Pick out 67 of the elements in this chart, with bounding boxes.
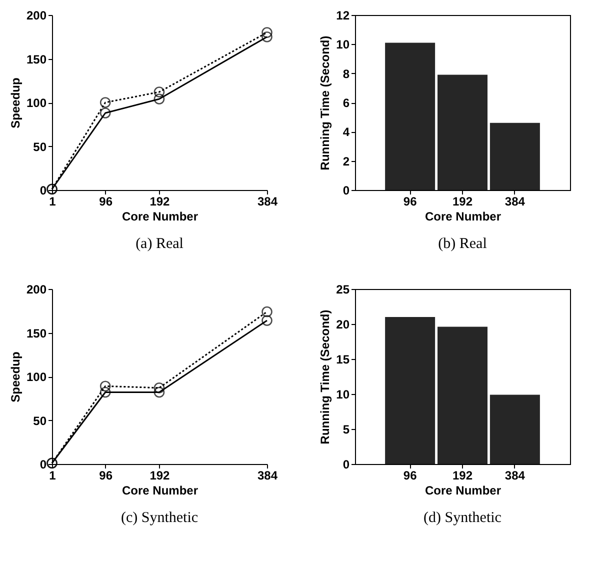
y-axis-title: Speedup bbox=[8, 78, 22, 128]
x-tick-label: 192 bbox=[452, 468, 473, 482]
y-tick-label: 0 bbox=[342, 184, 350, 198]
bar bbox=[385, 42, 436, 190]
y-tick-label: 10 bbox=[336, 38, 350, 52]
point bbox=[100, 386, 111, 398]
y-tick-label: 0 bbox=[40, 184, 47, 198]
x-axis-title: Core Number bbox=[122, 484, 198, 498]
point bbox=[100, 97, 111, 108]
point bbox=[154, 86, 165, 98]
y-tick-label: 12 bbox=[336, 8, 350, 22]
x-tick-label: 1 bbox=[49, 468, 56, 482]
bar bbox=[438, 326, 488, 464]
y-tick-label: 4 bbox=[342, 125, 350, 140]
point bbox=[262, 27, 272, 38]
x-tick-label: 384 bbox=[504, 194, 526, 208]
point bbox=[100, 108, 111, 118]
x-tick-label: 96 bbox=[403, 468, 418, 482]
x-tick-label: 384 bbox=[257, 468, 278, 482]
y-tick-label: 100 bbox=[26, 370, 47, 384]
y-tick-label: 200 bbox=[26, 282, 47, 296]
y-tick-label: 25 bbox=[336, 282, 350, 296]
x-axis-title: Core Number bbox=[122, 210, 198, 224]
y-tick-label: 5 bbox=[342, 422, 350, 436]
point bbox=[100, 380, 111, 392]
y-tick-label: 100 bbox=[26, 96, 47, 110]
x-tick-label: 96 bbox=[403, 194, 418, 208]
x-tick-label: 192 bbox=[150, 468, 170, 482]
point bbox=[262, 31, 272, 42]
x-axis-title: Core Number bbox=[424, 484, 502, 498]
text: (a) Real bbox=[136, 236, 184, 252]
y-tick-label: 50 bbox=[33, 140, 47, 154]
bar bbox=[438, 74, 488, 190]
x-tick-label: 96 bbox=[99, 468, 113, 482]
y-tick-label: 50 bbox=[33, 414, 47, 428]
point bbox=[262, 315, 272, 326]
point bbox=[154, 382, 165, 394]
point bbox=[262, 306, 272, 318]
y-tick-label: 10 bbox=[336, 388, 350, 402]
y-tick-label: 2 bbox=[342, 154, 350, 168]
y-tick-label: 0 bbox=[342, 458, 350, 472]
x-tick-label: 96 bbox=[99, 194, 113, 208]
bar bbox=[490, 394, 540, 464]
bar bbox=[385, 317, 436, 464]
y-tick-label: 6 bbox=[342, 96, 350, 110]
point bbox=[154, 94, 165, 104]
x-tick-label: 1 bbox=[49, 194, 56, 208]
y-tick-label: 150 bbox=[26, 52, 47, 66]
y-axis-title: Speedup bbox=[8, 352, 22, 402]
y-tick-label: 15 bbox=[336, 352, 350, 366]
x-tick-label: 192 bbox=[452, 194, 473, 208]
y-axis-title: Running Time (Second) bbox=[318, 36, 332, 170]
x-tick-label: 384 bbox=[257, 194, 278, 208]
y-tick-label: 0 bbox=[40, 458, 47, 472]
point bbox=[154, 386, 165, 398]
x-tick-label: 192 bbox=[150, 194, 170, 208]
x-axis-title: Core Number bbox=[424, 210, 502, 224]
text: (d) Synthetic bbox=[424, 510, 502, 526]
y-tick-label: 150 bbox=[26, 326, 47, 340]
y-tick-label: 20 bbox=[336, 318, 350, 332]
text: (b) Real bbox=[438, 236, 487, 252]
y-tick-label: 8 bbox=[342, 66, 350, 81]
bar bbox=[490, 122, 540, 190]
x-tick-label: 384 bbox=[504, 468, 526, 482]
y-axis-title: Running Time (Second) bbox=[318, 310, 332, 444]
text: (c) Synthetic bbox=[120, 510, 198, 526]
y-tick-label: 200 bbox=[26, 8, 47, 22]
